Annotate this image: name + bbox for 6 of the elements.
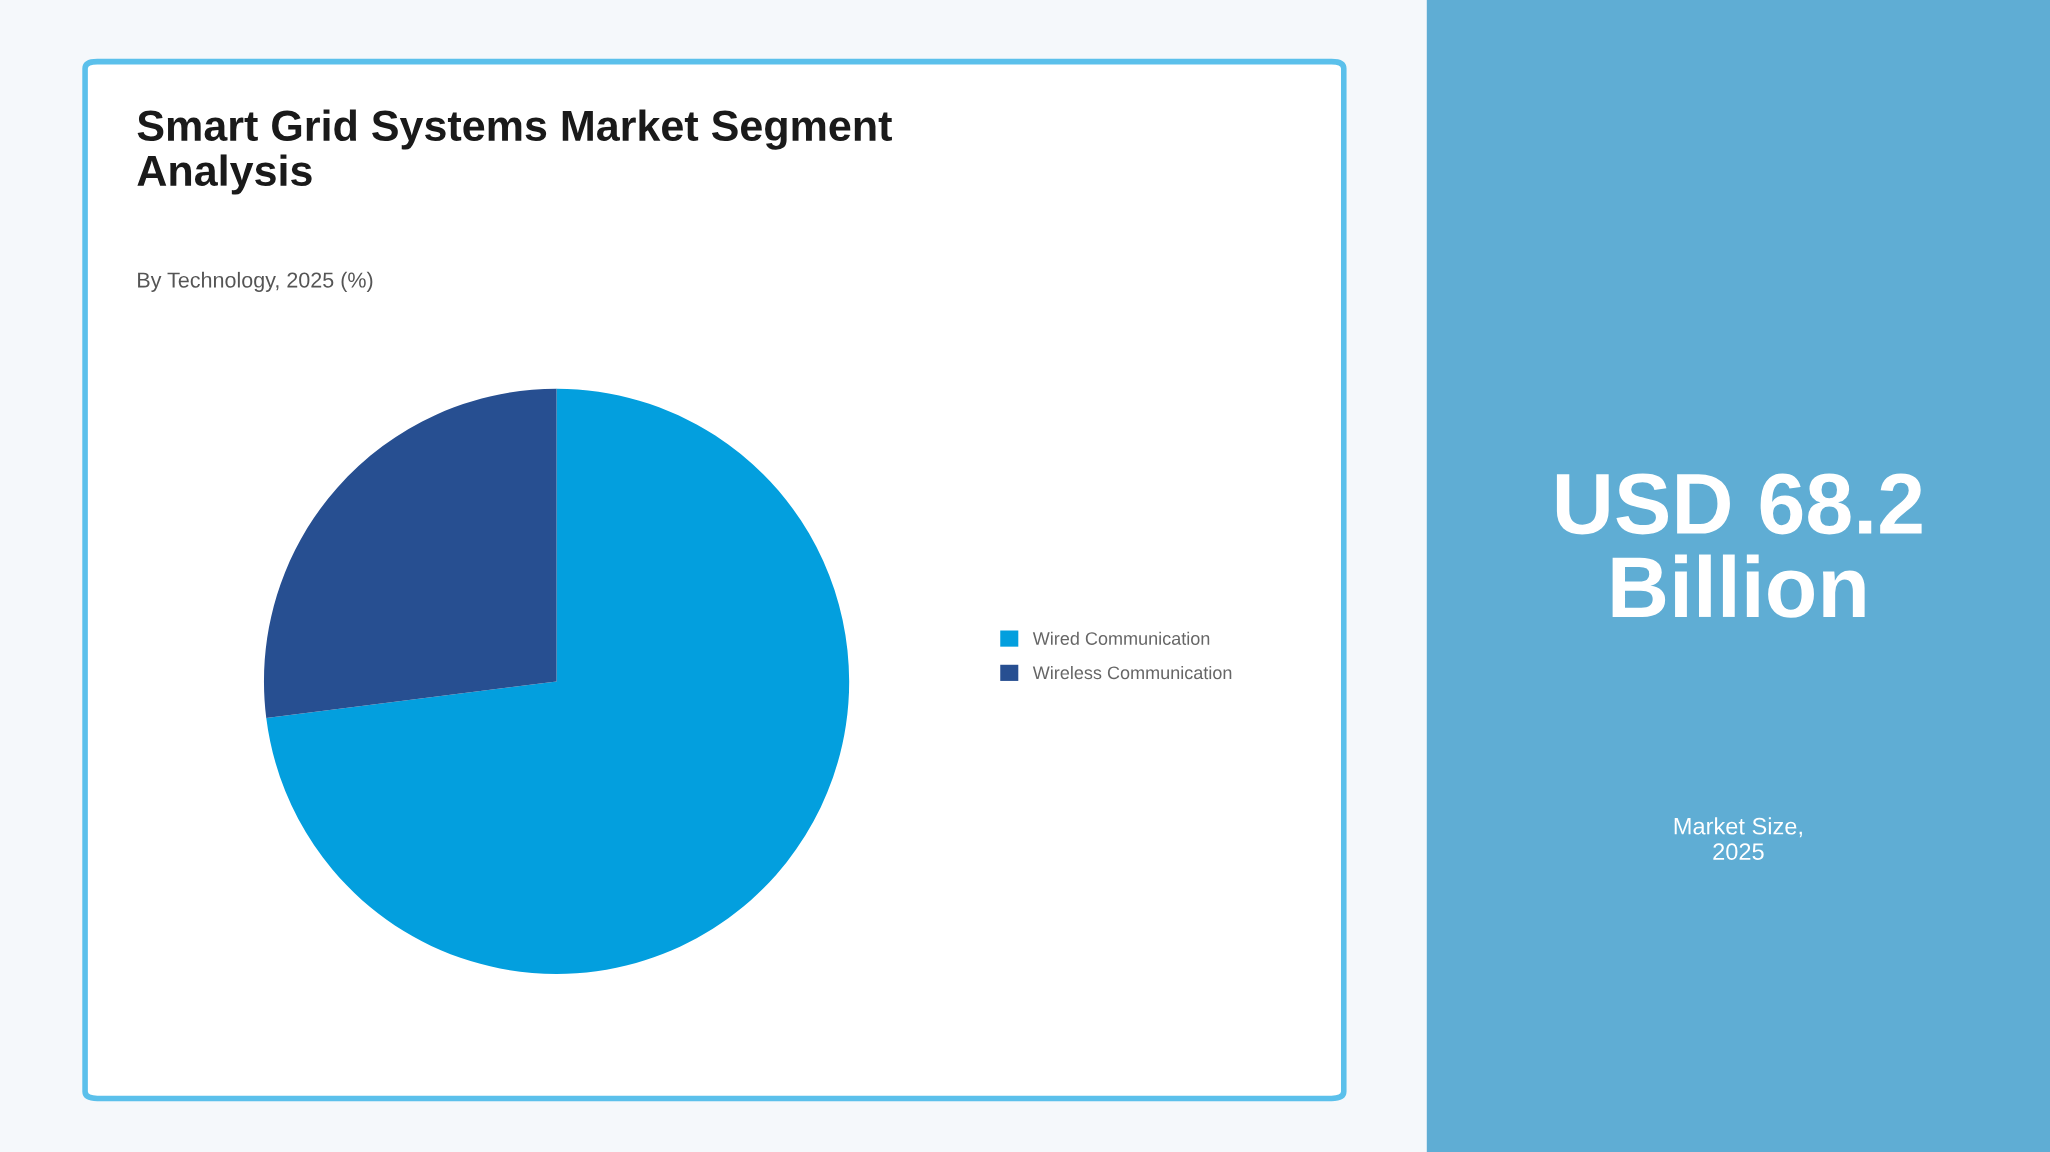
chart-title: Smart Grid Systems Market Segment Analysis (137, 109, 892, 195)
text: USD 68.2 Billion (1556, 473, 1922, 618)
legend-label: Wireless Communication (1032, 665, 1232, 680)
chart-subtitle: By Technology, 2025 (%) (138, 271, 373, 292)
legend-label: Wired Communication (1032, 631, 1210, 645)
text: Market Size, 2025 (1674, 817, 1802, 861)
